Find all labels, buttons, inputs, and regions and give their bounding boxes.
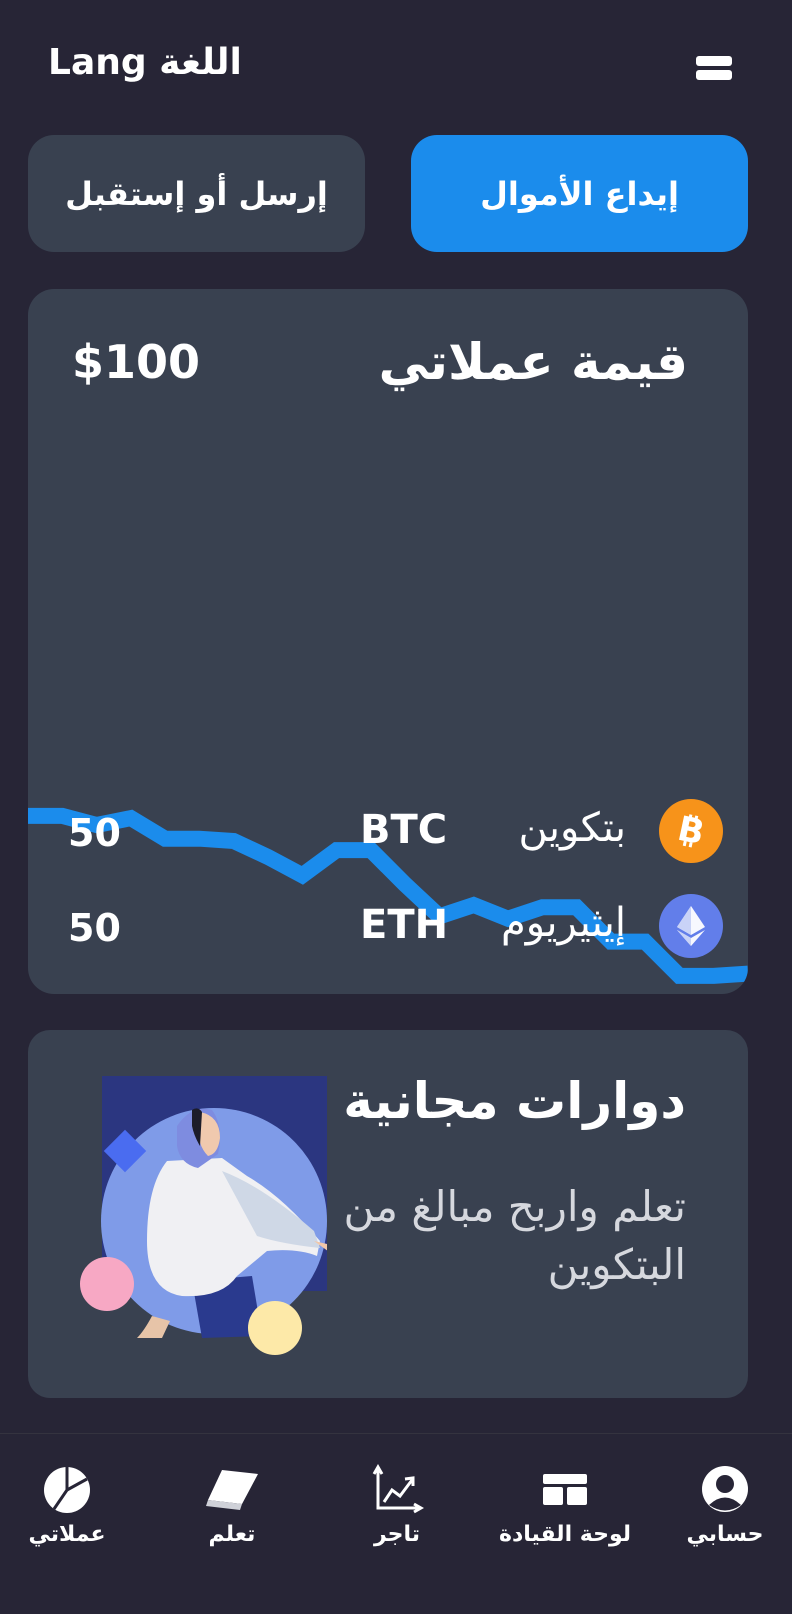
portfolio-title: قيمة عملاتي [378, 333, 688, 391]
free-spins-promo-card[interactable]: دوارات مجانية تعلم واربح مبالغ من البتكو… [28, 1030, 748, 1398]
coin-symbol: BTC [360, 807, 448, 853]
nav-item-learn[interactable]: تعلم [157, 1464, 307, 1574]
deposit-funds-button[interactable]: إيداع الأموال [411, 135, 748, 252]
portfolio-value: $100 [72, 335, 201, 389]
promo-title: دوارات مجانية [343, 1072, 686, 1130]
user-icon [702, 1466, 748, 1512]
hamburger-menu-icon[interactable] [696, 56, 736, 82]
growth-chart-icon [372, 1464, 424, 1514]
bottom-navigation: عملاتي تعلم تاجر لوحة القيادة [0, 1433, 792, 1614]
nav-label: تاجر [373, 1522, 421, 1547]
pie-chart-icon [44, 1467, 90, 1513]
nav-item-account[interactable]: حسابي [650, 1464, 792, 1574]
nav-item-my-coins[interactable]: عملاتي [0, 1464, 142, 1574]
ethereum-icon [659, 894, 723, 958]
nav-item-dashboard[interactable]: لوحة القيادة [490, 1464, 640, 1574]
coin-symbol: ETH [360, 902, 449, 948]
nav-item-trade[interactable]: تاجر [322, 1464, 472, 1574]
coin-name: إيثيريوم [500, 900, 626, 946]
bitcoin-icon: B [659, 799, 723, 863]
promo-text: تعلم واربح مبالغ من البتكوين [343, 1182, 686, 1289]
coin-amount: 50 [68, 811, 121, 855]
dashboard-icon [543, 1474, 587, 1505]
coin-amount: 50 [68, 906, 121, 950]
nav-label: عملاتي [28, 1522, 106, 1547]
coin-row-eth[interactable]: إيثيريوم ETH 50 [28, 894, 748, 964]
nav-label: حسابي [686, 1522, 764, 1547]
woman-illustration [52, 1076, 344, 1370]
send-receive-button[interactable]: إرسل أو إستقبل [28, 135, 365, 252]
language-selector[interactable]: Lang اللغة [48, 42, 242, 83]
chart-series-line [28, 807, 748, 984]
nav-label: لوحة القيادة [498, 1522, 632, 1547]
app-header: Lang اللغة [0, 0, 792, 135]
nav-label: تعلم [208, 1522, 256, 1547]
book-icon [206, 1470, 258, 1510]
portfolio-card: قيمة عملاتي $100 B بتكوين BTC 50 [28, 289, 748, 994]
coin-name: بتكوين [518, 805, 626, 851]
portfolio-line-chart [28, 729, 748, 994]
coin-row-btc[interactable]: B بتكوين BTC 50 [28, 799, 748, 869]
